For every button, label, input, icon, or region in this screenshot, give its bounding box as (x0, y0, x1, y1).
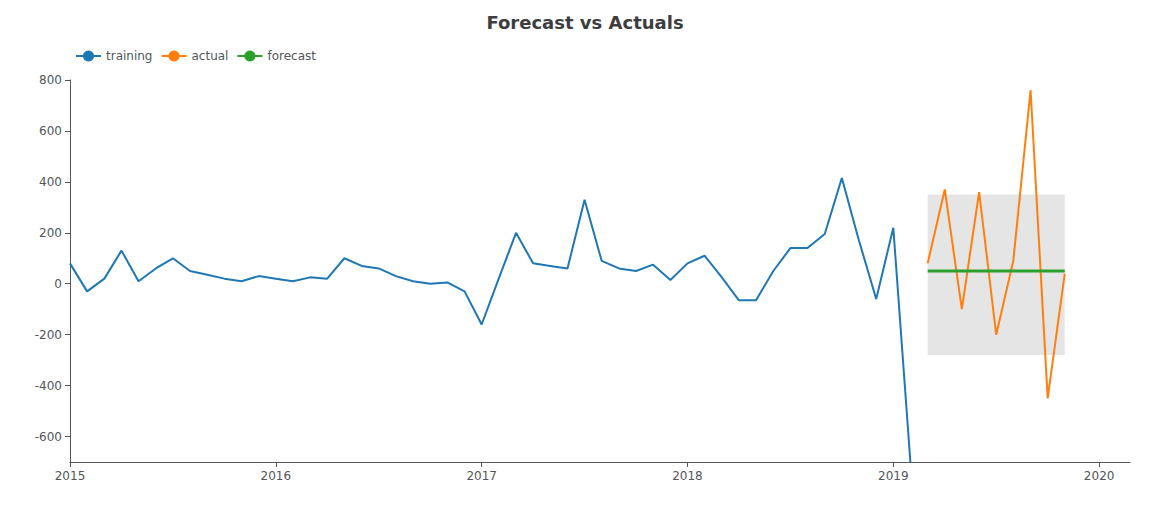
svg-text:actual: actual (191, 49, 228, 63)
svg-text:2017: 2017 (466, 469, 497, 483)
svg-text:400: 400 (39, 175, 62, 189)
svg-text:training: training (106, 49, 153, 63)
svg-text:-200: -200 (35, 328, 62, 342)
svg-text:800: 800 (39, 73, 62, 87)
svg-text:0: 0 (54, 277, 62, 291)
svg-text:2015: 2015 (55, 469, 86, 483)
svg-text:2016: 2016 (261, 469, 292, 483)
svg-text:600: 600 (39, 124, 62, 138)
svg-text:-600: -600 (35, 430, 62, 444)
svg-text:forecast: forecast (267, 49, 316, 63)
svg-text:-400: -400 (35, 379, 62, 393)
svg-text:200: 200 (39, 226, 62, 240)
svg-text:2019: 2019 (878, 469, 909, 483)
svg-text:2018: 2018 (672, 469, 703, 483)
svg-text:Forecast vs Actuals: Forecast vs Actuals (486, 12, 683, 33)
svg-text:2020: 2020 (1084, 469, 1115, 483)
